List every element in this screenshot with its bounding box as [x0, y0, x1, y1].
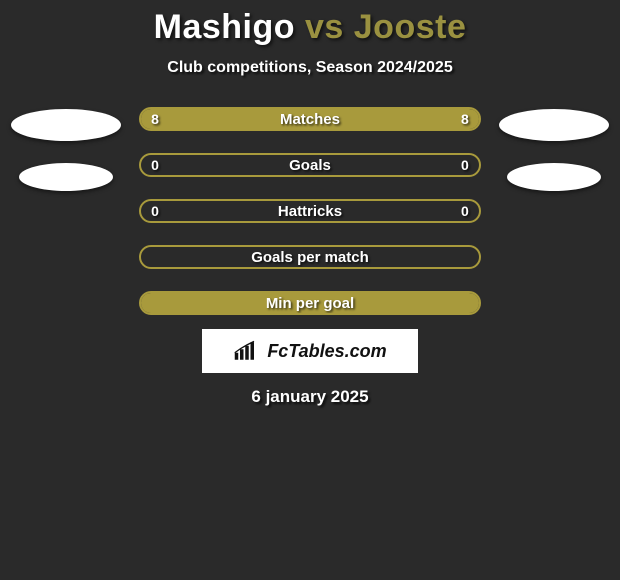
- stat-bar: 00Goals: [139, 153, 481, 177]
- pie-left: [19, 163, 113, 191]
- left-pies-column: [6, 107, 125, 191]
- date-text: 6 january 2025: [0, 387, 620, 407]
- stat-bar: 88Matches: [139, 107, 481, 131]
- stat-label: Min per goal: [141, 293, 479, 313]
- stat-label: Goals: [141, 155, 479, 175]
- bar-chart-icon: [233, 340, 261, 362]
- pie-left: [11, 109, 121, 141]
- stat-bar: Goals per match: [139, 245, 481, 269]
- stat-bar: 00Hattricks: [139, 199, 481, 223]
- subtitle: Club competitions, Season 2024/2025: [0, 59, 620, 77]
- logo-box: FcTables.com: [202, 329, 418, 373]
- pie-right: [499, 109, 609, 141]
- vs-text: vs: [305, 8, 344, 46]
- right-pies-column: [495, 107, 614, 191]
- player-a-name: Mashigo: [154, 8, 295, 46]
- stat-bar: Min per goal: [139, 291, 481, 315]
- player-b-name: Jooste: [354, 8, 467, 46]
- stat-bars-column: 88Matches 00Goals 00Hattricks Goals per mat…: [139, 107, 481, 315]
- comparison-title: Mashigo vs Jooste: [0, 8, 620, 47]
- stat-label: Hattricks: [141, 201, 479, 221]
- stat-label: Goals per match: [141, 247, 479, 267]
- stat-label: Matches: [141, 109, 479, 129]
- logo-text: FcTables.com: [267, 341, 386, 362]
- stats-area: 88Matches 00Goals 00Hattricks Goals per mat…: [0, 107, 620, 315]
- pie-right: [507, 163, 601, 191]
